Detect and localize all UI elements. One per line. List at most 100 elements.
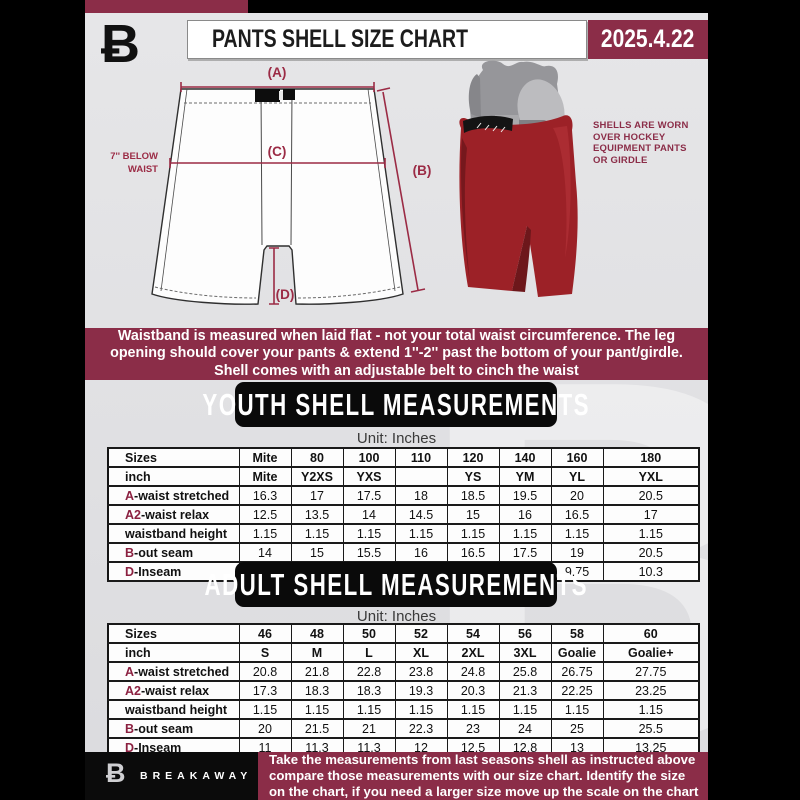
table-cell: 11 xyxy=(238,737,292,752)
table-cell: 58 xyxy=(550,623,604,644)
row-label-prefix: A2 xyxy=(125,507,141,522)
table-cell: 19.3 xyxy=(394,680,448,701)
table-cell: 20.5 xyxy=(602,485,700,506)
row-label: inch xyxy=(107,466,240,487)
youth-unit-label: Unit: Inches xyxy=(356,430,437,447)
table-cell: 20.8 xyxy=(238,661,292,682)
table-cell: 46 xyxy=(238,623,292,644)
table-cell: 25 xyxy=(550,718,604,739)
measurement-info-text: Waistband is measured when laid flat - n… xyxy=(110,328,683,379)
table-cell: 1.15 xyxy=(446,699,500,720)
table-cell: 22.8 xyxy=(342,661,396,682)
hockey-pants-photo xyxy=(459,60,578,297)
table-cell: 60 xyxy=(602,623,700,644)
table-cell: 56 xyxy=(498,623,552,644)
table-cell: 24.8 xyxy=(446,661,500,682)
row-label: A-waist stretched xyxy=(107,661,240,682)
table-cell: 10.3 xyxy=(602,561,700,582)
table-cell: 100 xyxy=(342,447,396,468)
table-cell: XL xyxy=(394,642,448,663)
adult-section-title: ADULT SHELL MEASUREMENTS xyxy=(204,566,588,602)
measure-a-label: (A) xyxy=(268,65,287,80)
top-accent-strip xyxy=(85,0,248,14)
table-cell: 27.75 xyxy=(602,661,700,682)
row-label-prefix: B xyxy=(125,545,135,560)
table-cell: 23.25 xyxy=(602,680,700,701)
table-cell: 25.5 xyxy=(602,718,700,739)
page-title-box: PANTS SHELL SIZE CHART xyxy=(187,20,587,59)
table-cell: 11.3 xyxy=(290,737,344,752)
table-cell: 1.15 xyxy=(498,699,552,720)
table-cell: 24 xyxy=(498,718,552,739)
table-cell xyxy=(394,466,448,487)
table-cell: 1.15 xyxy=(602,699,700,720)
row-label: A-waist stretched xyxy=(107,485,240,506)
table-cell: 110 xyxy=(394,447,448,468)
shorts-measurement-diagram: (A) (B) (C) (D) 7'' BELOW WAIST xyxy=(110,65,431,305)
table-cell: 15 xyxy=(290,542,344,563)
page-title: PANTS SHELL SIZE CHART xyxy=(212,25,469,53)
measure-d-label: (D) xyxy=(276,287,295,302)
table-cell: 19.5 xyxy=(498,485,552,506)
table-row: B-out seam 20 21.5 21 22.3 23 24 25 25.5 xyxy=(107,718,700,739)
table-cell: 13.25 xyxy=(602,737,700,752)
row-label: D-Inseam xyxy=(107,561,240,582)
table-cell: 12 xyxy=(394,737,448,752)
page-content: B Ƀ PANTS SHELL SIZE CHART 2025.4.22 (A) xyxy=(85,13,708,752)
table-cell: 16.5 xyxy=(446,542,500,563)
table-cell: 12.8 xyxy=(498,737,552,752)
table-cell: 22.25 xyxy=(550,680,604,701)
table-cell: Goalie+ xyxy=(602,642,700,663)
table-row: waistband height 1.15 1.15 1.15 1.15 1.15 1.15… xyxy=(107,699,700,720)
table-cell: 21 xyxy=(342,718,396,739)
table-cell: 17.5 xyxy=(342,485,396,506)
table-cell: 11.3 xyxy=(342,737,396,752)
table-cell: 20.3 xyxy=(446,680,500,701)
table-cell: 54 xyxy=(446,623,500,644)
table-cell: 12.5 xyxy=(238,504,292,525)
table-cell: 140 xyxy=(498,447,552,468)
brand-logo-icon: Ƀ xyxy=(101,14,140,74)
table-row: A2-waist relax 12.5 13.5 14 14.5 15 16 16.5 17 xyxy=(107,504,700,525)
table-cell: Y2XS xyxy=(290,466,344,487)
table-cell: 1.15 xyxy=(394,523,448,544)
adult-unit-label: Unit: Inches xyxy=(356,608,437,625)
table-cell: 22.3 xyxy=(394,718,448,739)
table-cell: 1.15 xyxy=(238,523,292,544)
table-cell: 14 xyxy=(342,504,396,525)
date-badge: 2025.4.22 xyxy=(588,20,708,59)
table-cell: 23.8 xyxy=(394,661,448,682)
table-cell: 120 xyxy=(446,447,500,468)
table-cell: 16 xyxy=(498,504,552,525)
footer-note-box: Take the measurements from last seasons … xyxy=(258,752,708,800)
adult-section-banner: ADULT SHELL MEASUREMENTS xyxy=(204,562,586,607)
table-cell: YXS xyxy=(342,466,396,487)
table-cell: YL xyxy=(550,466,604,487)
table-cell: L xyxy=(342,642,396,663)
youth-section-title: YOUTH SHELL MEASUREMENTS xyxy=(202,386,590,422)
table-cell: S xyxy=(238,642,292,663)
row-label: Sizes xyxy=(107,623,240,644)
table-cell: 13 xyxy=(550,737,604,752)
table-cell: 1.15 xyxy=(342,699,396,720)
table-cell: 52 xyxy=(394,623,448,644)
table-cell: 9.75 xyxy=(550,561,604,582)
table-cell: 15 xyxy=(446,504,500,525)
table-cell: 1.15 xyxy=(602,523,700,544)
table-cell: 17.5 xyxy=(498,542,552,563)
table-cell: 16.3 xyxy=(238,485,292,506)
row-label: A2-waist relax xyxy=(107,504,240,525)
row-label-prefix: D xyxy=(125,740,135,753)
table-cell: Mite xyxy=(238,447,292,468)
table-cell: 13.5 xyxy=(290,504,344,525)
table-cell: 21.5 xyxy=(290,718,344,739)
table-cell: 20 xyxy=(550,485,604,506)
table-cell: Mite xyxy=(238,466,292,487)
table-cell: 18 xyxy=(394,485,448,506)
table-cell: Goalie xyxy=(550,642,604,663)
table-cell: 19 xyxy=(550,542,604,563)
table-cell: 3XL xyxy=(498,642,552,663)
table-cell: 14.5 xyxy=(394,504,448,525)
row-label: A2-waist relax xyxy=(107,680,240,701)
table-cell: 17 xyxy=(290,485,344,506)
